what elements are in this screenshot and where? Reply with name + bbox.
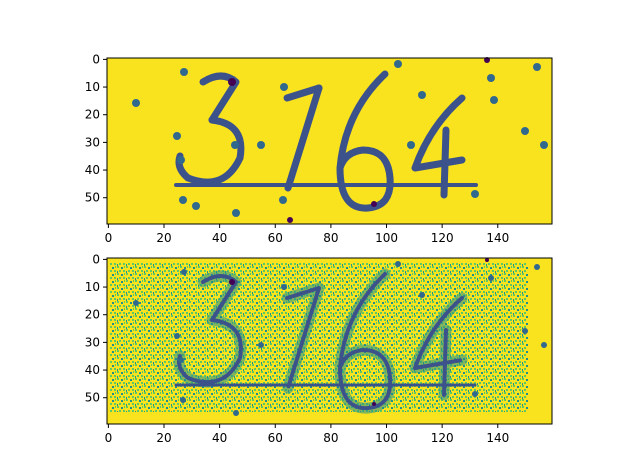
x-tick-label-top: 20 [156, 231, 171, 245]
glyph-7-stem-noisy [286, 286, 321, 390]
glyph-3-curve [175, 116, 245, 186]
glyph-4-outer-noisy [413, 296, 464, 370]
y-tick-label-bottom: 50 [85, 391, 100, 405]
x-axis-bottom: 0 20 40 60 80 100 120 140 [105, 424, 509, 445]
glyph-7-stem [284, 84, 323, 192]
x-tick-label-bottom: 40 [212, 431, 227, 445]
heatmap-image-bottom [107, 258, 552, 424]
captcha-glyphs-bottom [173, 268, 478, 414]
x-tick-label-top: 100 [375, 231, 398, 245]
y-tick-label-bottom: 0 [92, 252, 100, 266]
glyph-3-stroke-noisy [201, 274, 238, 322]
y-tick-label-bottom: 20 [85, 308, 100, 322]
x-tick-label-bottom: 80 [323, 431, 338, 445]
x-tick-label-top: 80 [323, 231, 338, 245]
captcha-glyphs-top [174, 70, 478, 212]
x-tick-label-bottom: 100 [375, 431, 398, 445]
axes-frame-bottom [106, 257, 553, 425]
glyph-3-curve-noisy [177, 318, 243, 384]
x-tick-label-bottom: 120 [431, 431, 454, 445]
y-axis-bottom: 0 10 20 30 40 50 [85, 252, 107, 405]
heatmap-panel-top: 0 20 40 60 80 100 120 140 0 10 20 30 40 50 [85, 52, 553, 245]
x-tick-label-bottom: 0 [105, 431, 113, 445]
x-tick-label-bottom: 60 [268, 431, 283, 445]
axes-frame-top [106, 57, 553, 225]
x-tick-label-top: 60 [268, 231, 283, 245]
x-tick-label-top: 140 [486, 231, 509, 245]
x-tick-label-top: 40 [212, 231, 227, 245]
heatmap-panel-bottom: 0 20 40 60 80 100 120 140 0 10 20 30 40 50 [85, 252, 553, 445]
y-tick-label-top: 0 [92, 52, 100, 66]
heatmap-image-top [107, 57, 552, 224]
noise-dots-bottom [133, 258, 547, 416]
y-tick-label-bottom: 10 [85, 280, 100, 294]
glyph-7-bar [283, 84, 323, 102]
glyph-4-outer [411, 94, 466, 172]
y-tick-label-bottom: 40 [85, 363, 100, 377]
heatmap-background-top [107, 58, 552, 224]
x-tick-label-bottom: 20 [156, 431, 171, 445]
glyph-6 [336, 70, 394, 212]
y-tick-label-top: 30 [85, 135, 100, 149]
noise-dots-top [132, 57, 548, 223]
glyph-6-noisy [338, 272, 393, 411]
y-axis-top: 0 10 20 30 40 50 [85, 52, 107, 205]
x-tick-label-top: 120 [431, 231, 454, 245]
y-tick-label-top: 10 [85, 80, 100, 94]
y-tick-label-top: 50 [85, 191, 100, 205]
glyph-7-bar-noisy [285, 286, 321, 300]
y-tick-label-top: 20 [85, 108, 100, 122]
x-tick-label-bottom: 140 [486, 431, 509, 445]
x-tick-label-top: 0 [105, 231, 113, 245]
y-tick-label-top: 40 [85, 163, 100, 177]
x-axis-top: 0 20 40 60 80 100 120 140 [105, 224, 509, 245]
y-tick-label-bottom: 30 [85, 335, 100, 349]
